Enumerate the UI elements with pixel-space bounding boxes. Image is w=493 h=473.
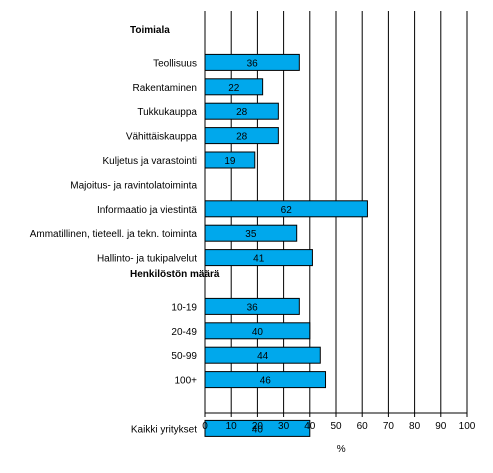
data-label: 19 [224, 156, 236, 167]
data-label: 46 [260, 376, 272, 387]
data-label: 35 [245, 229, 257, 240]
category-label: Kuljetus ja varastointi [103, 156, 198, 167]
x-tick-label: 100 [459, 421, 476, 432]
category-label: 100+ [174, 376, 197, 387]
data-label: 36 [247, 302, 259, 313]
x-tick-label: 40 [304, 421, 316, 432]
category-label: Majoitus- ja ravintolatoiminta [70, 180, 197, 191]
category-label: 50-99 [171, 351, 197, 362]
data-label: 62 [281, 205, 293, 216]
x-tick-label: 0 [202, 421, 208, 432]
category-label: Informaatio ja viestintä [97, 205, 197, 216]
category-label: 20-49 [171, 327, 197, 338]
x-axis-label: % [337, 444, 346, 455]
x-tick-label: 20 [252, 421, 264, 432]
data-label: 40 [252, 327, 264, 338]
x-axis: 0 10 20 30 40 50 60 70 80 90 100 [202, 11, 476, 432]
x-tick-label: 30 [278, 421, 290, 432]
data-label: 44 [257, 351, 269, 362]
x-tick-label: 10 [226, 421, 238, 432]
category-label: Tukkukauppa [137, 107, 197, 118]
x-tick-label: 70 [383, 421, 395, 432]
category-labels: Toimiala Teollisuus Rakentaminen Tukkukaupp… [30, 25, 220, 435]
group-header: Henkilöstön määrä [130, 269, 220, 280]
x-tick-label: 50 [330, 421, 342, 432]
data-label: 41 [253, 254, 265, 265]
category-label: 10-19 [171, 302, 197, 313]
data-label: 28 [236, 107, 248, 118]
category-label: Teollisuus [153, 58, 197, 69]
x-tick-label: 90 [435, 421, 447, 432]
data-label: 40 [252, 424, 264, 435]
data-label: 28 [236, 132, 248, 143]
category-label: Kaikki yritykset [131, 424, 197, 435]
data-label: 22 [228, 83, 240, 94]
data-label: 36 [247, 58, 259, 69]
category-label: Vähittäiskauppa [126, 132, 198, 143]
category-label: Hallinto- ja tukipalvelut [97, 254, 197, 265]
group-header: Toimiala [130, 25, 170, 36]
bar [204, 419, 311, 437]
x-tick-label: 80 [409, 421, 421, 432]
category-label: Rakentaminen [133, 83, 197, 94]
category-label: Ammatillinen, tieteell. ja tekn. toimint… [30, 229, 198, 240]
x-tick-label: 60 [357, 421, 369, 432]
bars: 36 22 28 28 19 62 35 41 36 40 44 46 40 [204, 53, 368, 437]
